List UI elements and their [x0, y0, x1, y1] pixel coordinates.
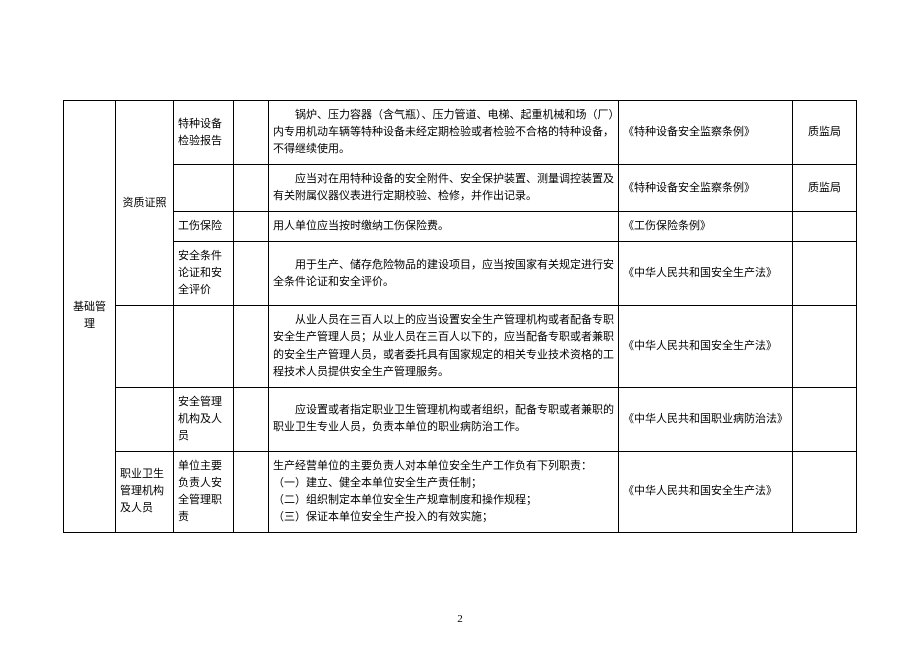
cell-law: 《中华人民共和国安全生产法》 — [619, 242, 793, 306]
cell-subcategory — [116, 387, 174, 451]
table-row: 安全管理机构及人员 应设置或者指定职业卫生管理机构或者组织，配备专职或者兼职的职… — [64, 387, 857, 451]
cell-item: 工伤保险 — [174, 212, 234, 242]
cell-content: 用于生产、储存危险物品的建设项目，应当按国家有关规定进行安全条件论证和安全评价。 — [269, 242, 619, 306]
cell-law: 《特种设备安全监察条例》 — [619, 101, 793, 165]
cell-content: 用人单位应当按时缴纳工伤保险费。 — [269, 212, 619, 242]
cell-subcategory — [116, 306, 174, 387]
cell-law: 《中华人民共和国安全生产法》 — [619, 306, 793, 387]
cell-blank — [234, 101, 269, 165]
cell-dept: 质监局 — [793, 165, 857, 212]
cell-blank — [234, 212, 269, 242]
cell-content: 从业人员在三百人以上的应当设置安全生产管理机构或者配备专职安全生产管理人员；从业… — [269, 306, 619, 387]
table-row: 安全条件论证和安全评价 用于生产、储存危险物品的建设项目，应当按国家有关规定进行… — [64, 242, 857, 306]
table-row: 从业人员在三百人以上的应当设置安全生产管理机构或者配备专职安全生产管理人员；从业… — [64, 306, 857, 387]
cell-item — [174, 165, 234, 212]
cell-dept — [793, 242, 857, 306]
page-number: 2 — [0, 613, 920, 625]
cell-blank — [234, 451, 269, 532]
cell-item: 特种设备检验报告 — [174, 101, 234, 165]
cell-law: 《中华人民共和国职业病防治法》 — [619, 387, 793, 451]
cell-dept — [793, 451, 857, 532]
cell-law: 《工伤保险条例》 — [619, 212, 793, 242]
table-row: 工伤保险 用人单位应当按时缴纳工伤保险费。 《工伤保险条例》 — [64, 212, 857, 242]
cell-item: 单位主要负责人安全管理职责 — [174, 451, 234, 532]
cell-subcategory: 职业卫生管理机构及人员 — [116, 451, 174, 532]
document-page: 基础管理 资质证照 特种设备检验报告 锅炉、压力容器（含气瓶）、压力管道、电梯、… — [0, 0, 920, 651]
cell-dept: 质监局 — [793, 101, 857, 165]
cell-item: 安全管理机构及人员 — [174, 387, 234, 451]
cell-item: 安全条件论证和安全评价 — [174, 242, 234, 306]
cell-dept — [793, 387, 857, 451]
cell-law: 《中华人民共和国安全生产法》 — [619, 451, 793, 532]
table-row: 基础管理 资质证照 特种设备检验报告 锅炉、压力容器（含气瓶）、压力管道、电梯、… — [64, 101, 857, 165]
cell-subcategory: 资质证照 — [116, 101, 174, 306]
cell-content: 生产经营单位的主要负责人对本单位安全生产工作负有下列职责： （一）建立、健全本单… — [269, 451, 619, 532]
table-row: 应当对在用特种设备的安全附件、安全保护装置、测量调控装置及有关附属仪器仪表进行定… — [64, 165, 857, 212]
cell-content: 应设置或者指定职业卫生管理机构或者组织，配备专职或者兼职的职业卫生专业人员，负责… — [269, 387, 619, 451]
cell-content: 锅炉、压力容器（含气瓶）、压力管道、电梯、起重机械和场（厂）内专用机动车辆等特种… — [269, 101, 619, 165]
cell-content: 应当对在用特种设备的安全附件、安全保护装置、测量调控装置及有关附属仪器仪表进行定… — [269, 165, 619, 212]
cell-dept — [793, 212, 857, 242]
cell-category: 基础管理 — [64, 101, 116, 533]
cell-dept — [793, 306, 857, 387]
cell-item — [174, 306, 234, 387]
cell-blank — [234, 306, 269, 387]
cell-blank — [234, 387, 269, 451]
table-row: 职业卫生管理机构及人员 单位主要负责人安全管理职责 生产经营单位的主要负责人对本… — [64, 451, 857, 532]
cell-law: 《特种设备安全监察条例》 — [619, 165, 793, 212]
regulation-table: 基础管理 资质证照 特种设备检验报告 锅炉、压力容器（含气瓶）、压力管道、电梯、… — [63, 100, 857, 533]
cell-blank — [234, 165, 269, 212]
cell-blank — [234, 242, 269, 306]
